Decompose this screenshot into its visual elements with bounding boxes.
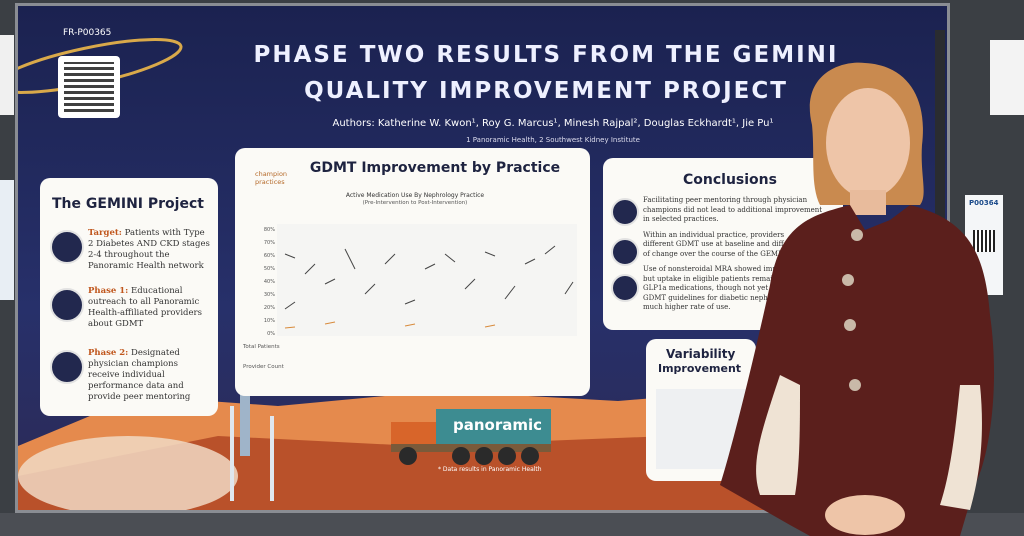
conclusion-line: but uptake in eligible patients remain [643, 274, 778, 283]
panel-title: Conclusions [683, 172, 777, 188]
y-labels: 80% 70% 60% 50% 40% 30% 20% 10% 0% [253, 227, 275, 337]
chart-subtitle: (Pre-Intervention to Post-Intervention) [362, 200, 468, 206]
icon [50, 350, 84, 384]
icon [50, 230, 84, 264]
sleeve [756, 375, 800, 495]
row-label: Provider Count [243, 364, 284, 370]
launch-pole [270, 416, 274, 501]
y-label: 80% [263, 227, 275, 233]
rocket [240, 386, 250, 456]
item-label: Target: [88, 228, 122, 238]
icon [611, 198, 639, 226]
project-item: Phase 1: Educational outreach to all Pan… [88, 286, 210, 330]
conclusion-line: GDMT guidelines for diabetic nephro [643, 293, 776, 302]
icon [611, 274, 639, 302]
truck [391, 409, 551, 465]
y-label: 20% [263, 305, 275, 311]
chart-area [277, 224, 577, 336]
conclusion-line: of change over the course of the GEMIN [643, 249, 787, 258]
qr-code [973, 230, 995, 252]
conclusions-text: Facilitating peer mentoring through phys… [643, 196, 838, 313]
y-label: 50% [263, 266, 275, 272]
y-label: 40% [263, 279, 275, 285]
authors: Authors: Katherine W. Kwon¹, Roy G. Marc… [332, 118, 774, 129]
hands [825, 495, 905, 535]
conclusion-line: Within an individual practice, providers [643, 230, 785, 239]
project-item: Target: Patients with Type 2 Diabetes AN… [88, 228, 210, 272]
conclusion-line: much higher rate of use. [643, 303, 731, 311]
neighbor-poster-edge [0, 180, 14, 300]
conclusion-line: different GDMT use at baseline and diff [643, 240, 784, 248]
item-text: Designated physician champions receive i… [88, 348, 191, 402]
wheels [399, 447, 539, 465]
chart-title: Active Medication Use By Nephrology Prac… [345, 192, 485, 199]
legend: champion practices [255, 170, 288, 186]
person [720, 62, 995, 536]
poster-title: QUALITY IMPROVEMENT PROJECT [304, 78, 788, 104]
icon [611, 238, 639, 266]
conclusion-line: champions did not lead to additional imp… [643, 205, 823, 214]
item-label: Phase 2: [88, 348, 129, 358]
panel-title: GDMT Improvement by Practice [309, 160, 561, 176]
y-label: 10% [263, 318, 275, 324]
y-label: 0% [267, 331, 275, 337]
buttons [842, 229, 863, 391]
conclusion-line: Facilitating peer mentoring through phys… [643, 196, 808, 204]
y-label: 60% [263, 253, 275, 259]
gdmt-panel: GDMT Improvement by Practice champion pr… [235, 148, 590, 396]
neck [850, 190, 886, 215]
item-text: Educational outreach to all Panoramic He… [88, 286, 202, 329]
project-item: Phase 2: Designated physician champions … [88, 348, 210, 403]
y-label: 70% [263, 240, 275, 246]
floor [0, 513, 1024, 536]
y-label: 30% [263, 292, 275, 298]
slope-lines [284, 245, 574, 310]
poster-code: P00364 [969, 199, 999, 207]
launch-pole [230, 406, 234, 501]
conclusion-line: GLP1a medications, though not yet in [643, 284, 778, 292]
panel-title: Variability [666, 347, 736, 361]
panel-title: The GEMINI Project [52, 196, 204, 212]
item-text: Patients with Type 2 Diabetes AND CKD st… [88, 228, 210, 271]
qr-code [58, 56, 120, 118]
item-label: Phase 1: [88, 286, 129, 296]
icon [50, 288, 84, 322]
truck-cab [391, 422, 436, 446]
conclusion-line: in selected practices. [643, 215, 719, 223]
sleeve [940, 385, 982, 510]
poster-title: PHASE TWO RESULTS FROM THE GEMINI [253, 42, 839, 68]
truck-label: panoramic [453, 416, 543, 434]
affiliations: 1 Panoramic Health, 2 Southwest Kidney I… [466, 136, 640, 144]
neighbor-poster-edge [0, 35, 14, 115]
slope-chart [277, 224, 577, 336]
truck-chassis [391, 444, 551, 452]
gemini-panel: The GEMINI Project Target: Patients with… [40, 178, 218, 416]
row-label: Total Patients [243, 344, 280, 350]
truck-body [436, 409, 551, 444]
neighbor-poster [990, 40, 1024, 115]
face [826, 88, 910, 198]
cloud [18, 436, 238, 510]
qr-pattern [64, 62, 114, 112]
footnote: * Data results in Panoramic Health [438, 466, 542, 473]
slope-lines [284, 321, 496, 329]
poster-code: FR-P00365 [63, 28, 112, 38]
panel-title: Improvement [658, 362, 742, 375]
conclusion-line: Use of nonsteroidal MRA showed impr [643, 265, 781, 273]
